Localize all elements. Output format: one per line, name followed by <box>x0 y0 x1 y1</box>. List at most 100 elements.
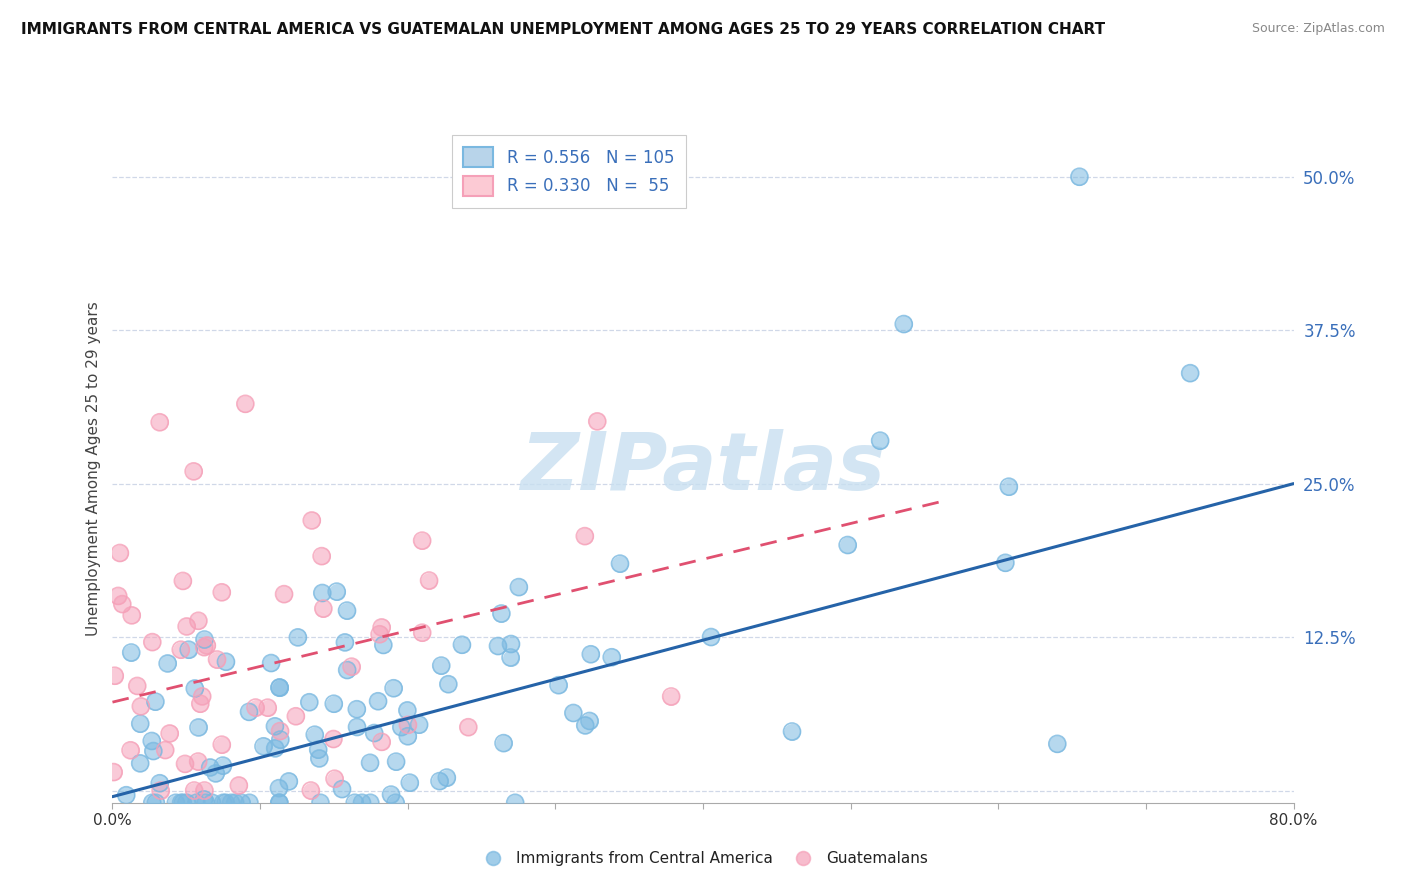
Point <box>195 639 218 653</box>
Point <box>411 625 433 640</box>
Point <box>491 607 513 621</box>
Point <box>451 638 474 652</box>
Point <box>1178 366 1201 380</box>
Point <box>176 796 198 810</box>
Point <box>107 589 129 603</box>
Point <box>172 796 194 810</box>
Point <box>193 783 215 797</box>
Point <box>837 538 859 552</box>
Point <box>301 513 323 527</box>
Point <box>370 735 392 749</box>
Point <box>307 742 329 756</box>
Point <box>869 434 891 448</box>
Point <box>363 726 385 740</box>
Point <box>780 724 803 739</box>
Point <box>170 642 193 657</box>
Point <box>322 697 344 711</box>
Point <box>562 706 585 720</box>
Point <box>382 681 405 696</box>
Point <box>159 726 181 740</box>
Point <box>363 726 385 740</box>
Point <box>586 414 609 428</box>
Point <box>184 681 207 696</box>
Point <box>418 574 440 588</box>
Point <box>998 480 1021 494</box>
Point <box>149 415 172 429</box>
Point <box>600 650 623 665</box>
Point <box>336 663 359 677</box>
Point <box>308 751 330 765</box>
Point <box>129 756 152 771</box>
Point <box>145 796 167 810</box>
Point <box>211 738 233 752</box>
Point <box>201 796 224 810</box>
Point <box>103 765 125 780</box>
Point <box>299 783 322 797</box>
Point <box>994 556 1017 570</box>
Point <box>350 796 373 810</box>
Point <box>547 678 569 692</box>
Point <box>350 796 373 810</box>
Point <box>245 700 267 714</box>
Point <box>127 679 149 693</box>
Point <box>267 781 290 796</box>
Point <box>172 574 194 588</box>
Point <box>336 604 359 618</box>
Point <box>269 796 291 810</box>
Point <box>299 783 322 797</box>
Point <box>260 656 283 670</box>
Point <box>142 744 165 758</box>
Point <box>141 796 163 810</box>
Point <box>659 690 682 704</box>
Point <box>269 796 291 810</box>
Point <box>311 549 333 563</box>
Point <box>346 702 368 716</box>
Point <box>368 627 391 641</box>
Point <box>367 694 389 708</box>
Point <box>188 697 211 711</box>
Point <box>193 632 215 647</box>
Point <box>384 796 406 810</box>
Point <box>430 658 453 673</box>
Point <box>312 601 335 615</box>
Point <box>1178 366 1201 380</box>
Point <box>609 557 631 571</box>
Point <box>336 663 359 677</box>
Point <box>457 720 479 734</box>
Point <box>382 681 405 696</box>
Point <box>508 580 530 594</box>
Point <box>149 776 172 790</box>
Point <box>256 700 278 714</box>
Point <box>396 729 419 743</box>
Point <box>141 734 163 748</box>
Point <box>177 642 200 657</box>
Point <box>311 586 333 600</box>
Point <box>998 480 1021 494</box>
Point <box>215 796 238 810</box>
Y-axis label: Unemployment Among Ages 25 to 29 years: Unemployment Among Ages 25 to 29 years <box>86 301 101 636</box>
Point <box>188 697 211 711</box>
Point <box>359 756 381 770</box>
Point <box>370 735 392 749</box>
Point <box>269 681 291 695</box>
Point <box>429 774 451 789</box>
Point <box>380 788 402 802</box>
Point <box>176 619 198 633</box>
Point <box>129 716 152 731</box>
Point <box>340 659 363 673</box>
Point <box>359 756 381 770</box>
Point <box>385 755 408 769</box>
Point <box>195 639 218 653</box>
Point <box>204 766 226 780</box>
Point <box>172 574 194 588</box>
Legend: Immigrants from Central America, Guatemalans: Immigrants from Central America, Guatema… <box>471 845 935 872</box>
Point <box>215 796 238 810</box>
Point <box>191 690 214 704</box>
Point <box>437 677 460 691</box>
Point <box>311 549 333 563</box>
Point <box>273 587 295 601</box>
Point <box>177 642 200 657</box>
Point <box>170 796 193 810</box>
Point <box>165 796 187 810</box>
Point <box>187 755 209 769</box>
